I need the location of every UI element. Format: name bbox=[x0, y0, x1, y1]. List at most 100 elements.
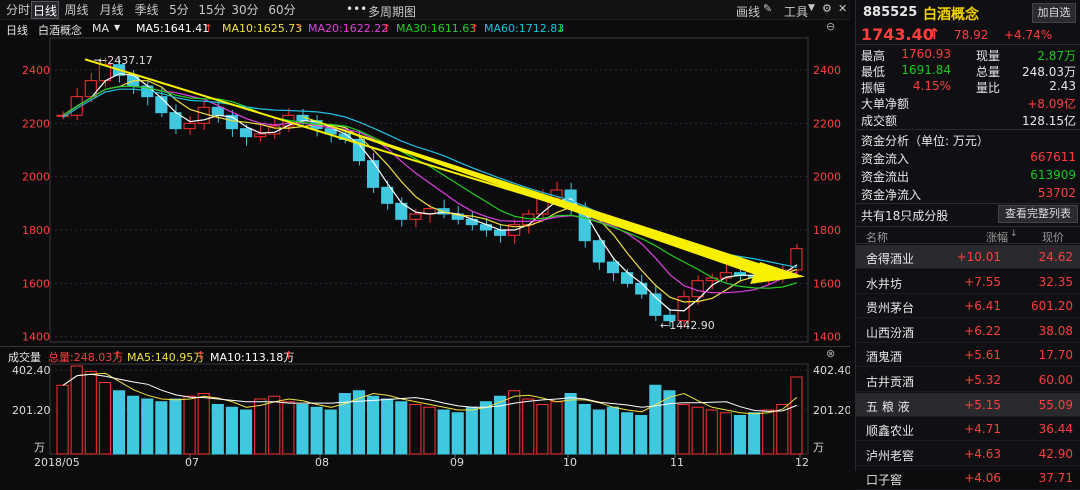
date-tick: 08 bbox=[315, 456, 329, 469]
volume-bar bbox=[705, 409, 718, 455]
tab-2[interactable]: 周线 bbox=[64, 3, 89, 17]
ma-dropdown-icon[interactable]: ▼ bbox=[114, 23, 121, 32]
more-periods-icon[interactable]: ••• bbox=[346, 2, 368, 16]
fund-row: 资金流入 667611 bbox=[861, 150, 1076, 167]
volume-bar bbox=[592, 409, 605, 455]
candle-body bbox=[211, 106, 224, 116]
candle-body bbox=[84, 80, 97, 98]
col-price[interactable]: 现价 bbox=[1042, 231, 1064, 244]
col-change[interactable]: 涨幅 bbox=[986, 231, 1008, 244]
ma-line bbox=[62, 85, 798, 294]
stock-price: 601.20 bbox=[1031, 299, 1073, 314]
price-change-pct: +4.74% bbox=[1004, 28, 1053, 42]
volume-bar bbox=[169, 398, 182, 455]
volume-ma5: MA5:140.95万 bbox=[127, 351, 205, 364]
volume-bar bbox=[663, 390, 676, 455]
constituent-row[interactable]: 舍得酒业 +10.01 24.62 bbox=[856, 245, 1080, 269]
constituent-row[interactable]: 水井坊 +7.55 32.35 bbox=[856, 270, 1080, 294]
sort-down-icon[interactable]: ↓ bbox=[1010, 229, 1018, 239]
volume-bar bbox=[649, 384, 662, 455]
stock-name: 顺鑫农业 bbox=[866, 424, 915, 439]
constituents-header: 共有18只成分股 bbox=[861, 209, 949, 223]
stock-name: 水井坊 bbox=[866, 276, 903, 291]
stat-label: 最高 bbox=[861, 49, 886, 63]
price-tick-right: 1600 bbox=[813, 277, 841, 290]
up-arrow-icon: ↑ bbox=[204, 22, 214, 35]
fund-label: 资金净流入 bbox=[861, 188, 922, 202]
multi-period-button[interactable]: 多周期图 bbox=[368, 5, 417, 19]
volume-bar bbox=[479, 401, 493, 455]
candle-body bbox=[56, 114, 69, 117]
stat-label: 总量 bbox=[976, 65, 1001, 79]
low-annotation: ←1442.90 bbox=[660, 319, 715, 332]
fund-value: 613909 bbox=[1030, 168, 1076, 182]
big-net-value: +8.09亿 bbox=[1027, 97, 1076, 111]
tab-7[interactable]: 30分 bbox=[231, 3, 259, 17]
stock-change: +5.15 bbox=[964, 397, 1001, 412]
view-full-list-button[interactable]: 查看完整列表 bbox=[998, 205, 1078, 223]
volume-bar bbox=[494, 395, 507, 455]
stock-price: 37.71 bbox=[1038, 471, 1073, 486]
stat-value: 1691.84 bbox=[901, 63, 951, 77]
volume-bar bbox=[310, 406, 323, 455]
constituent-row[interactable]: 古井贡酒 +5.32 60.00 bbox=[856, 368, 1080, 392]
constituent-row[interactable]: 顺鑫农业 +4.71 36.44 bbox=[856, 417, 1080, 442]
ma-line bbox=[62, 72, 798, 312]
volume-bar bbox=[536, 404, 549, 455]
ma5-value: MA5:1641.41 bbox=[136, 22, 210, 35]
volume-bar bbox=[381, 398, 394, 455]
stat-label: 最低 bbox=[861, 65, 886, 79]
constituent-row[interactable]: 贵州茅台 +6.41 601.20 bbox=[856, 294, 1080, 319]
kline-svg: 2400 2400 2200 2200 2000 2000 1800 1800 1600 1600… bbox=[12, 37, 850, 469]
volume-close-icon[interactable]: ⊗ bbox=[826, 347, 836, 360]
stock-name: 五 粮 液 bbox=[866, 399, 910, 414]
high-annotation: ←2437.17 bbox=[98, 54, 153, 67]
volume-bar bbox=[451, 412, 464, 455]
fund-row: 资金流出 613909 bbox=[861, 168, 1076, 185]
tab-0[interactable]: 分时 bbox=[6, 3, 31, 17]
constituent-row[interactable]: 山西汾酒 +6.22 38.08 bbox=[856, 319, 1080, 343]
tab-8[interactable]: 60分 bbox=[268, 3, 296, 17]
stock-change: +5.61 bbox=[964, 348, 1001, 363]
date-tick: 11 bbox=[670, 456, 684, 469]
tab-3[interactable]: 月线 bbox=[99, 3, 124, 17]
tab-6[interactable]: 15分 bbox=[198, 3, 226, 17]
volume-bar bbox=[691, 406, 704, 455]
col-name[interactable]: 名称 bbox=[866, 231, 888, 244]
settings-icon[interactable]: ⚙ bbox=[822, 2, 832, 15]
constituent-row[interactable]: 泸州老窖 +4.63 42.90 bbox=[856, 442, 1080, 466]
constituent-row[interactable]: 五 粮 液 +5.15 55.09 bbox=[856, 392, 1080, 417]
stock-name: 口子窖 bbox=[866, 473, 903, 488]
candle-body bbox=[352, 138, 365, 162]
add-favorite-button[interactable]: 加自选 bbox=[1032, 3, 1076, 23]
constituent-row[interactable]: 酒鬼酒 +5.61 17.70 bbox=[856, 343, 1080, 368]
ma-selector[interactable]: MA bbox=[92, 22, 110, 35]
tab-5[interactable]: 5分 bbox=[169, 3, 189, 17]
stock-change: +6.41 bbox=[964, 299, 1001, 314]
ma-indicator-bar: 日线 白酒概念 MA ▼ MA5:1641.41 ↑ MA10:1625.73 … bbox=[0, 20, 850, 37]
tools-button[interactable]: 工具 bbox=[784, 5, 809, 19]
volume-bar bbox=[437, 409, 450, 455]
volume-bar bbox=[621, 412, 634, 455]
candle-body bbox=[494, 229, 507, 236]
tab-1[interactable]: 日线 bbox=[31, 1, 59, 19]
date-tick: 09 bbox=[450, 456, 464, 469]
candle-body bbox=[635, 282, 648, 295]
tab-4[interactable]: 季线 bbox=[134, 3, 159, 17]
pencil-icon[interactable]: ✎ bbox=[763, 2, 773, 15]
draw-line-button[interactable]: 画线 bbox=[736, 5, 761, 19]
chevron-down-icon[interactable]: ▼ bbox=[808, 3, 815, 13]
stock-price: 32.35 bbox=[1038, 274, 1073, 289]
stock-name: 山西汾酒 bbox=[866, 325, 915, 340]
constituent-row[interactable]: 口子窖 +4.06 37.71 bbox=[856, 466, 1080, 490]
zoom-out-icon[interactable]: ⊖ bbox=[826, 20, 836, 33]
kline-chart-area[interactable]: 分时 日线 周线 月线 季线 5分 15分 30分 60分 ••• 多周期图 画线 ✎ 工具 ▼… bbox=[0, 0, 850, 471]
volume-ma10: MA10:113.18万 bbox=[210, 351, 295, 364]
ma-line bbox=[62, 80, 798, 303]
period-label: 日线 bbox=[6, 24, 28, 37]
ma-line bbox=[62, 85, 798, 289]
date-tick: 2018/05 bbox=[34, 456, 80, 469]
close-icon[interactable]: ✕ bbox=[838, 2, 848, 15]
volume-bar bbox=[268, 395, 281, 455]
constituents-table-header: 名称 涨幅 ↓ 现价 bbox=[856, 226, 1080, 244]
